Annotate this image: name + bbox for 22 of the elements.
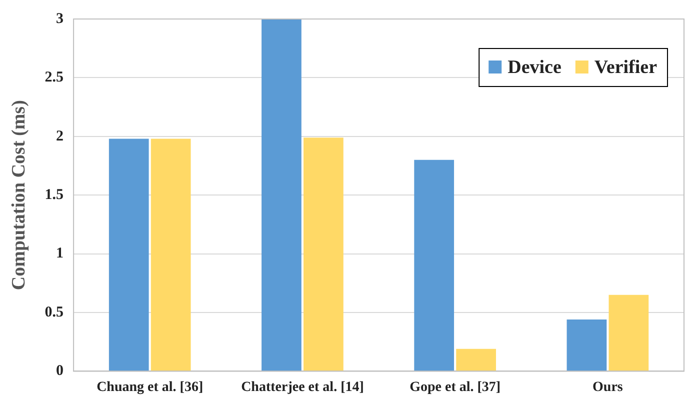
- y-tick-label: 0.5: [44, 304, 64, 320]
- bar: [262, 19, 302, 371]
- y-tick-label: 0: [56, 363, 64, 380]
- legend-label: Verifier: [594, 56, 658, 78]
- y-tick-label: 3: [56, 10, 64, 27]
- y-tick-label: 2: [56, 128, 64, 144]
- y-axis-title: Computation Cost (ms): [8, 100, 30, 290]
- legend-label: Device: [508, 56, 562, 78]
- x-tick-label: Chatterjee et al. [14]: [241, 380, 364, 396]
- bar: [608, 294, 649, 371]
- x-tick-label: Gope et al. [37]: [410, 380, 501, 396]
- bar: [150, 138, 191, 371]
- bar: [108, 138, 149, 371]
- y-tick-label: 1.5: [44, 186, 64, 203]
- y-tick-label: 2.5: [44, 70, 64, 86]
- bar: [456, 348, 496, 371]
- bar: [304, 138, 344, 371]
- bar: [566, 320, 607, 371]
- x-tick-label: Ours: [592, 380, 624, 396]
- bar: [414, 160, 454, 371]
- y-tick-label: 1: [56, 246, 64, 262]
- x-tick-label: Chuang et al. [36]: [96, 380, 204, 396]
